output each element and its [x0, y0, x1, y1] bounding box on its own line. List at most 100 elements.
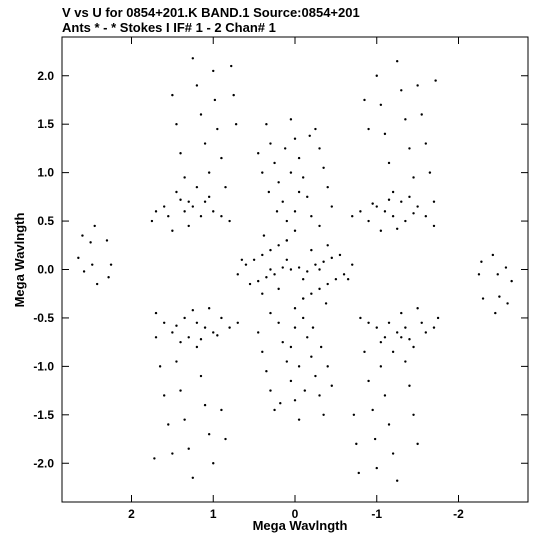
- uv-point: [432, 326, 436, 329]
- uv-point: [318, 394, 321, 397]
- uv-point: [199, 374, 203, 378]
- uv-point: [404, 326, 407, 329]
- uv-point: [107, 276, 110, 279]
- uv-point: [179, 152, 182, 155]
- uv-point: [297, 266, 301, 269]
- uv-point: [387, 321, 391, 324]
- x-axis-ticks: 2 1 0 -1 -2: [128, 37, 464, 521]
- uv-point: [408, 338, 411, 341]
- uv-point: [269, 311, 272, 315]
- uv-point: [289, 118, 293, 121]
- uv-point: [330, 205, 333, 208]
- uv-point: [171, 93, 174, 97]
- uv-point: [175, 324, 178, 327]
- uv-point: [318, 147, 321, 150]
- y-tick-label: -2.0: [33, 456, 54, 470]
- uv-point: [424, 142, 428, 145]
- uv-point: [261, 292, 264, 295]
- uv-point: [400, 89, 403, 92]
- uv-point: [191, 57, 195, 60]
- uv-point: [283, 147, 287, 150]
- uv-point: [301, 176, 305, 179]
- uv-point: [183, 418, 186, 421]
- uv-point: [498, 295, 501, 298]
- uv-point: [434, 79, 437, 82]
- uv-point: [491, 253, 495, 257]
- uv-point: [367, 219, 370, 223]
- uv-point: [379, 229, 383, 232]
- uv-point: [391, 452, 395, 455]
- uv-point: [338, 253, 342, 257]
- uv-point: [175, 122, 178, 126]
- uv-point: [371, 202, 374, 205]
- uv-point: [504, 266, 508, 269]
- uv-point: [91, 263, 94, 266]
- uv-point: [318, 224, 321, 228]
- uv-point: [326, 185, 329, 189]
- uv-point: [265, 276, 268, 279]
- uv-point: [289, 171, 293, 174]
- uv-point: [179, 389, 182, 392]
- uv-point: [334, 277, 338, 281]
- y-tick-label: -1.5: [33, 408, 54, 422]
- uv-point: [383, 210, 387, 213]
- uv-point: [191, 308, 195, 312]
- x-axis-label: Mega Wavlngth: [253, 518, 348, 533]
- y-tick-label: 1.0: [37, 166, 54, 180]
- uv-point: [408, 195, 411, 199]
- uv-point: [230, 64, 233, 68]
- uv-point: [267, 190, 271, 194]
- uv-point: [162, 205, 166, 208]
- uv-point: [171, 452, 174, 455]
- uv-point: [279, 401, 282, 405]
- uv-point: [212, 210, 215, 213]
- x-tick-label: -2: [453, 507, 464, 521]
- uv-point: [281, 266, 284, 269]
- uv-point: [326, 244, 329, 247]
- uv-point: [257, 279, 260, 283]
- uv-point: [199, 113, 203, 116]
- uv-point: [383, 132, 387, 136]
- uv-point: [387, 423, 391, 426]
- uv-point: [391, 350, 395, 354]
- uv-point: [273, 273, 276, 276]
- uv-point: [308, 134, 311, 138]
- uv-point: [416, 442, 419, 446]
- uv-point: [375, 326, 378, 329]
- uv-point: [162, 321, 166, 324]
- uv-point: [477, 273, 481, 276]
- uv-point: [379, 103, 383, 107]
- uv-point: [496, 273, 499, 276]
- uv-point: [318, 268, 321, 271]
- uv-point: [277, 287, 280, 291]
- uv-point: [187, 200, 190, 203]
- uv-point: [494, 311, 497, 315]
- uv-point: [436, 316, 440, 320]
- uv-point: [428, 171, 432, 174]
- uv-point: [324, 302, 328, 305]
- uv-point: [273, 161, 276, 165]
- uv-point: [277, 321, 280, 324]
- uv-point: [277, 244, 280, 247]
- uv-point: [171, 331, 174, 334]
- y-axis-label: Mega Wavlngth: [12, 213, 27, 308]
- uv-point: [293, 326, 297, 329]
- uv-point: [150, 219, 154, 223]
- uv-point: [412, 212, 415, 215]
- uv-point: [379, 340, 383, 344]
- uv-point: [203, 142, 207, 145]
- uv-point: [261, 171, 264, 174]
- uv-point: [352, 413, 356, 417]
- uv-point: [220, 156, 223, 160]
- uv-point: [293, 399, 297, 402]
- uv-point: [224, 185, 227, 189]
- uv-point: [269, 389, 272, 392]
- uv-point: [171, 229, 174, 232]
- uv-point: [82, 270, 86, 273]
- uv-point: [203, 200, 207, 203]
- uv-point: [240, 258, 244, 262]
- x-tick-label: -1: [371, 507, 382, 521]
- uv-point: [408, 147, 411, 150]
- uv-point: [228, 326, 231, 329]
- uv-point: [375, 74, 378, 77]
